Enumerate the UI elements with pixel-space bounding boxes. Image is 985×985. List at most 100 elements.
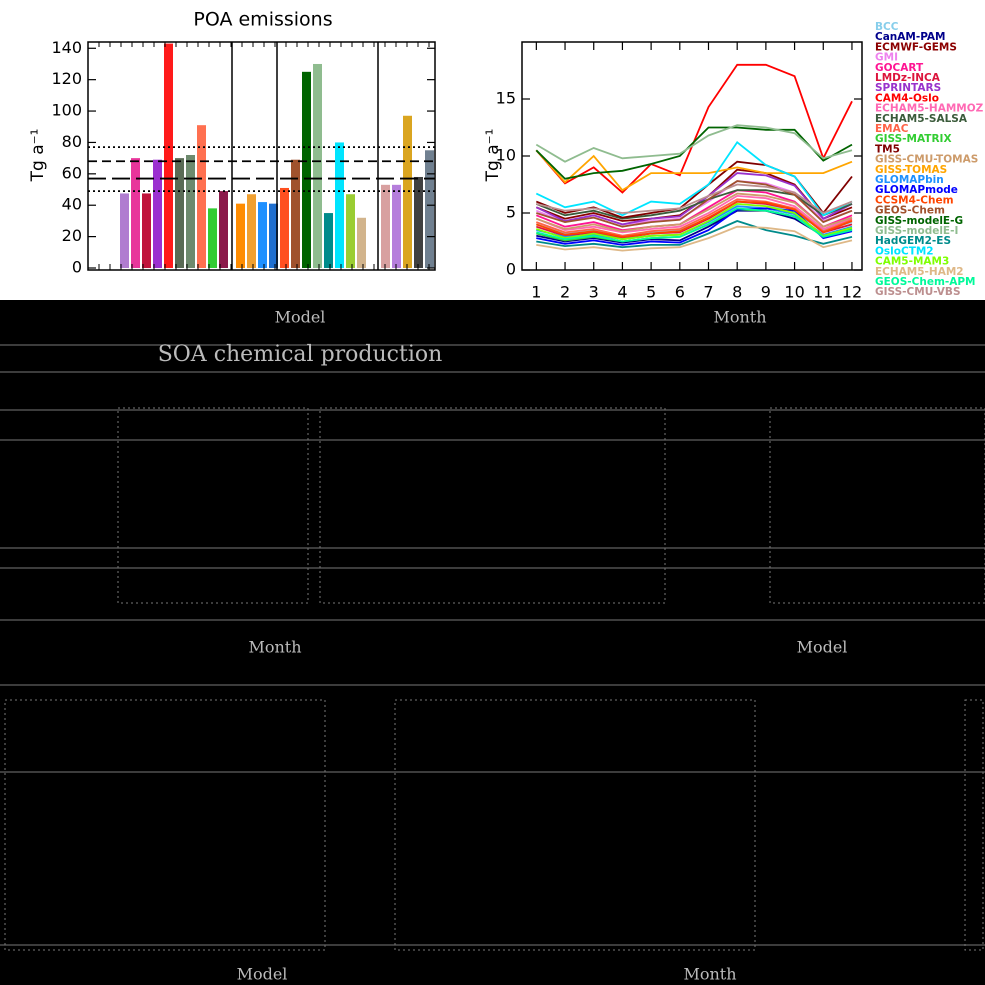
bar <box>219 191 228 268</box>
series-line <box>535 124 853 163</box>
bar <box>142 193 151 268</box>
bar <box>346 194 355 268</box>
bar <box>153 159 162 268</box>
bar <box>324 213 333 268</box>
glitch-lines <box>0 344 985 951</box>
bar <box>236 203 245 268</box>
y-tick-label: 80 <box>62 132 82 151</box>
bar <box>313 63 322 268</box>
bar <box>269 203 278 268</box>
legend-entry: OsloCTM2 <box>875 245 934 257</box>
legend-entry: CanAM-PAM <box>875 31 946 43</box>
plot-frame <box>87 41 436 271</box>
x-tick-label: 9 <box>761 283 771 302</box>
lower-label: Month <box>248 638 301 657</box>
legend-entry: ECHAM5-SALSA <box>875 113 968 125</box>
y-tick-label: 0 <box>72 258 82 277</box>
bar <box>403 115 412 268</box>
y-tick-label: 5 <box>506 203 516 222</box>
series-line <box>536 207 853 243</box>
legend-entry: ECMWF-GEMS <box>875 41 957 53</box>
lower-label: Model <box>237 965 288 984</box>
legend-entry: GMI <box>875 52 898 64</box>
bar <box>302 71 311 268</box>
legend-entry: GEOS-Chem <box>875 205 945 217</box>
legend-entry: GISS-CMU-TOMAS <box>875 154 978 166</box>
legend-entry: GISS-modelE-G <box>875 215 963 227</box>
x-tick-label: 10 <box>784 283 804 302</box>
series-line <box>536 180 853 228</box>
x-tick-label: 1 <box>531 283 541 302</box>
bar <box>131 158 140 268</box>
bar <box>120 193 129 268</box>
bar <box>197 125 206 268</box>
y-tick-label: 10 <box>496 146 516 165</box>
x-axis-label: Month <box>713 308 766 327</box>
bar <box>381 184 390 268</box>
y-axis-label: Tg a⁻¹ <box>483 129 503 183</box>
bar <box>357 217 366 268</box>
x-tick-label: 12 <box>842 283 862 302</box>
legend-entry: LMDz-INCA <box>875 72 941 84</box>
series-line <box>535 200 853 238</box>
bar <box>291 159 300 268</box>
series-line <box>536 202 853 241</box>
legend-entry: GOCART <box>875 62 924 74</box>
bar <box>414 176 423 268</box>
legend-entry: GISS-CMU-VBS <box>875 286 961 298</box>
x-tick-label: 3 <box>589 283 599 302</box>
legend-entry: CAM4-Oslo <box>875 92 939 104</box>
legend-entry: GISS-MATRIX <box>875 133 952 145</box>
series-line <box>536 225 853 252</box>
y-tick-label: 20 <box>62 226 82 245</box>
bar <box>164 43 173 268</box>
legend-entry: CCSM4-Chem <box>875 194 954 206</box>
series-line <box>535 126 853 180</box>
lower-background <box>0 300 985 985</box>
y-tick-label: 100 <box>51 101 82 120</box>
x-tick-label: 6 <box>675 283 685 302</box>
bar <box>247 194 256 268</box>
series-line <box>535 149 853 192</box>
bar <box>258 202 267 268</box>
y-tick-label: 0 <box>506 260 516 279</box>
legend-entry: CAM5-MAM3 <box>875 256 949 268</box>
legend-entry: GISS-TOMAS <box>875 164 947 176</box>
legend-entry: GLOMAPmode <box>875 184 958 196</box>
y-tick-label: 120 <box>51 69 82 88</box>
y-axis-label: Tg a⁻¹ <box>28 129 48 183</box>
bar <box>335 142 344 268</box>
lower-title: SOA chemical production <box>158 342 443 367</box>
legend-entry: GEOS-Chem-APM <box>875 276 976 288</box>
bar <box>175 158 184 268</box>
x-tick-label: 8 <box>732 283 742 302</box>
y-tick-label: 40 <box>62 195 82 214</box>
x-tick-label: 2 <box>560 283 570 302</box>
series-line <box>536 209 853 244</box>
bar <box>186 155 195 268</box>
y-tick-label: 60 <box>62 163 82 182</box>
bar <box>208 208 217 268</box>
legend-entry: GLOMAPbin <box>875 174 944 186</box>
series-line <box>535 194 853 234</box>
legend-entry: ECHAM5-HAMMOZ <box>875 103 984 115</box>
chart-title: POA emissions <box>193 9 332 31</box>
series-line <box>536 207 853 246</box>
x-tick-label: 11 <box>813 283 833 302</box>
legend-entry: ECHAM5-HAM2 <box>875 266 964 278</box>
series-line <box>535 198 853 237</box>
x-tick-label: 4 <box>617 283 627 302</box>
legend-entry: BCC <box>875 21 899 33</box>
x-tick-label: 7 <box>703 283 713 302</box>
y-tick-label: 15 <box>496 89 516 108</box>
legend-entry: HadGEM2-ES <box>875 235 951 247</box>
bar <box>392 184 401 268</box>
plot-frame <box>521 41 863 271</box>
legend-entry: EMAC <box>875 123 909 135</box>
series-line <box>536 220 853 249</box>
x-axis-label: Model <box>275 308 326 327</box>
lower-label: Month <box>683 965 736 984</box>
legend-entry: TM5 <box>875 143 900 155</box>
bar <box>280 187 289 268</box>
